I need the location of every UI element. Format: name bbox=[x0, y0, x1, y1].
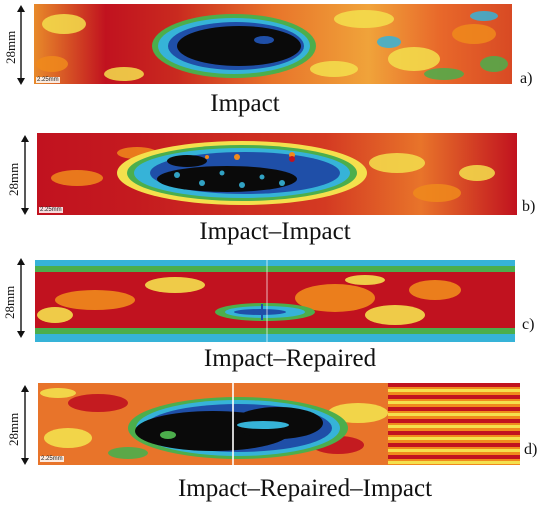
double-arrow-icon bbox=[17, 258, 25, 338]
panel-letter: c) bbox=[522, 316, 535, 333]
panel-letter: d) bbox=[524, 441, 538, 458]
scale-label: 2.25mm bbox=[36, 77, 60, 83]
dimension-label: 28mm bbox=[3, 30, 18, 64]
double-arrow-icon bbox=[17, 5, 25, 85]
ultrasonic-scan-image bbox=[34, 4, 512, 84]
ultrasonic-scan-image bbox=[35, 260, 515, 342]
scale-label: 2.25mm bbox=[40, 456, 64, 462]
panel-caption: Impact–Repaired–Impact bbox=[177, 475, 433, 502]
dimension-label: 28mm bbox=[6, 412, 21, 446]
panel-caption: Impact–Impact bbox=[199, 218, 351, 245]
dimension-arrow bbox=[14, 5, 28, 85]
scale-label: 2.25mm bbox=[39, 207, 63, 213]
panel-caption: Impact–Repaired bbox=[203, 345, 377, 372]
dimension-label: 28mm bbox=[2, 285, 17, 319]
panel-caption: Impact bbox=[210, 90, 280, 117]
dimension-label: 28mm bbox=[6, 162, 21, 196]
ultrasonic-scan-image bbox=[38, 383, 520, 465]
dimension-arrow bbox=[14, 258, 28, 338]
double-arrow-icon bbox=[21, 385, 29, 465]
dimension-arrow bbox=[18, 385, 32, 465]
panel-letter: b) bbox=[522, 198, 536, 215]
double-arrow-icon bbox=[21, 135, 29, 215]
dimension-arrow bbox=[18, 135, 32, 215]
panel-letter: a) bbox=[520, 70, 533, 87]
ultrasonic-scan-image bbox=[37, 133, 517, 215]
